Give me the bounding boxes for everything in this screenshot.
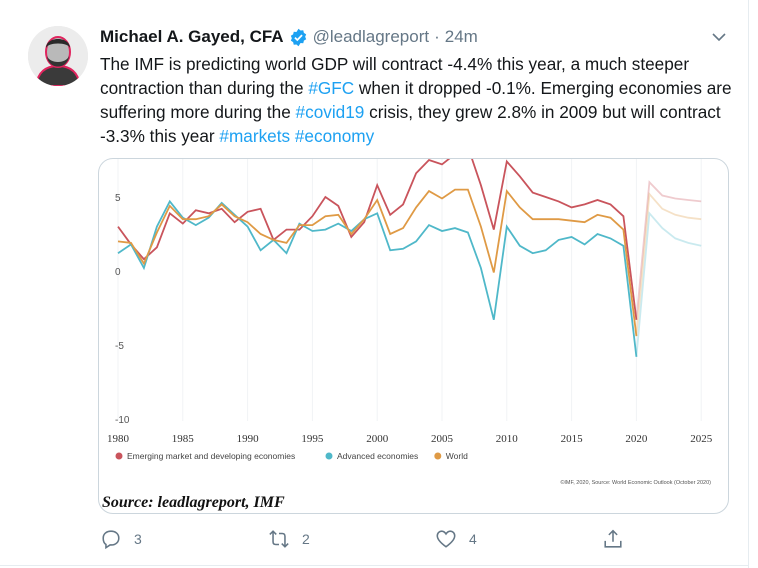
hashtag-link[interactable]: #markets — [219, 126, 291, 146]
author-handle[interactable]: @leadlagreport — [312, 27, 430, 46]
hashtag-link[interactable]: #economy — [294, 126, 375, 146]
hashtag-link[interactable]: #covid19 — [295, 102, 365, 122]
series-forecast-line-1 — [635, 211, 702, 357]
reply-icon — [102, 530, 120, 550]
hashtag-link[interactable]: #GFC — [308, 78, 355, 98]
timestamp[interactable]: 24m — [444, 27, 478, 46]
like-button[interactable]: 4 — [435, 528, 477, 550]
series-line-1 — [117, 199, 638, 357]
reply-button[interactable]: 3 — [100, 528, 142, 550]
x-tick-label: 2000 — [366, 433, 389, 445]
tweet-text-segment: crisis, they grew 2.8% in 2009 but will … — [100, 102, 721, 146]
x-tick-label: 1990 — [237, 433, 260, 445]
y-tick-label: -10 — [115, 415, 130, 426]
x-tick-label: 1980 — [107, 433, 130, 445]
x-tick-label: 1985 — [172, 433, 195, 445]
retweet-icon — [269, 530, 289, 548]
tweet-header: Michael A. Gayed, CFA @leadlagreport · 2… — [100, 27, 478, 47]
x-tick-label: 2020 — [625, 433, 648, 445]
reply-count: 3 — [134, 531, 142, 547]
like-icon — [436, 530, 456, 548]
verified-badge-icon — [290, 28, 306, 46]
series-forecast-line-2 — [635, 191, 702, 337]
x-tick-label: 2025 — [690, 433, 713, 445]
x-tick-label: 1995 — [301, 433, 324, 445]
legend-label: Advanced economies — [337, 451, 418, 461]
legend-label: World — [446, 451, 468, 461]
retweet-count: 2 — [302, 531, 310, 547]
author-name[interactable]: Michael A. Gayed, CFA — [100, 27, 284, 46]
avatar[interactable] — [28, 26, 88, 86]
x-tick-label: 2010 — [496, 433, 519, 445]
x-tick-label: 2005 — [431, 433, 454, 445]
share-icon — [604, 529, 622, 548]
y-tick-label: 5 — [115, 193, 121, 204]
series-line-2 — [117, 188, 638, 337]
tweet-text: The IMF is predicting world GDP will con… — [100, 52, 740, 148]
legend-label: Emerging market and developing economies — [127, 451, 295, 461]
legend-marker — [434, 452, 442, 460]
x-tick-label: 2015 — [561, 433, 584, 445]
right-border — [748, 0, 749, 568]
legend-marker — [325, 452, 333, 460]
separator: · — [434, 27, 440, 46]
tweet-actions: 3 2 4 — [100, 528, 640, 552]
tweet-text-segment: The IMF is predicting world GDP will con… — [100, 54, 690, 98]
retweet-button[interactable]: 2 — [268, 528, 310, 550]
tweet-text-segment: when it dropped -0.1%. Emerging economie… — [100, 78, 732, 122]
bottom-divider — [0, 565, 748, 566]
share-button[interactable] — [602, 528, 636, 550]
series-line-0 — [117, 159, 638, 320]
chart-credit: ©IMF, 2020, Source: World Economic Outlo… — [560, 479, 711, 486]
like-count: 4 — [469, 531, 477, 547]
tweet-image[interactable]: 1980 1985 1990 1995 2000 2005 2010 2015 2020 2025… — [98, 158, 729, 514]
y-tick-label: -5 — [115, 341, 124, 352]
source-caption: Source: leadlagreport, IMF — [102, 494, 285, 511]
chevron-down-icon[interactable] — [710, 28, 728, 46]
gdp-growth-chart: 1980 1985 1990 1995 2000 2005 2010 2015 2020 2025… — [102, 159, 713, 511]
legend-marker — [115, 452, 123, 460]
y-tick-label: 0 — [115, 267, 121, 278]
series-forecast-line-0 — [635, 180, 702, 320]
